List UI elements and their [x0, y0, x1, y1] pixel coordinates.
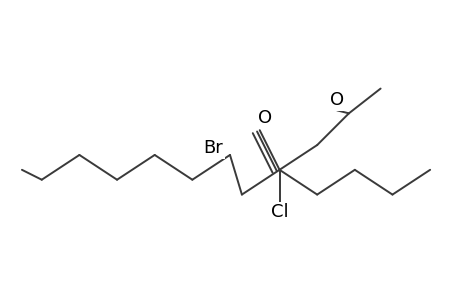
Text: Cl: Cl — [270, 203, 288, 221]
Text: O: O — [329, 92, 343, 110]
Text: Br: Br — [203, 139, 223, 157]
Text: O: O — [257, 109, 271, 127]
